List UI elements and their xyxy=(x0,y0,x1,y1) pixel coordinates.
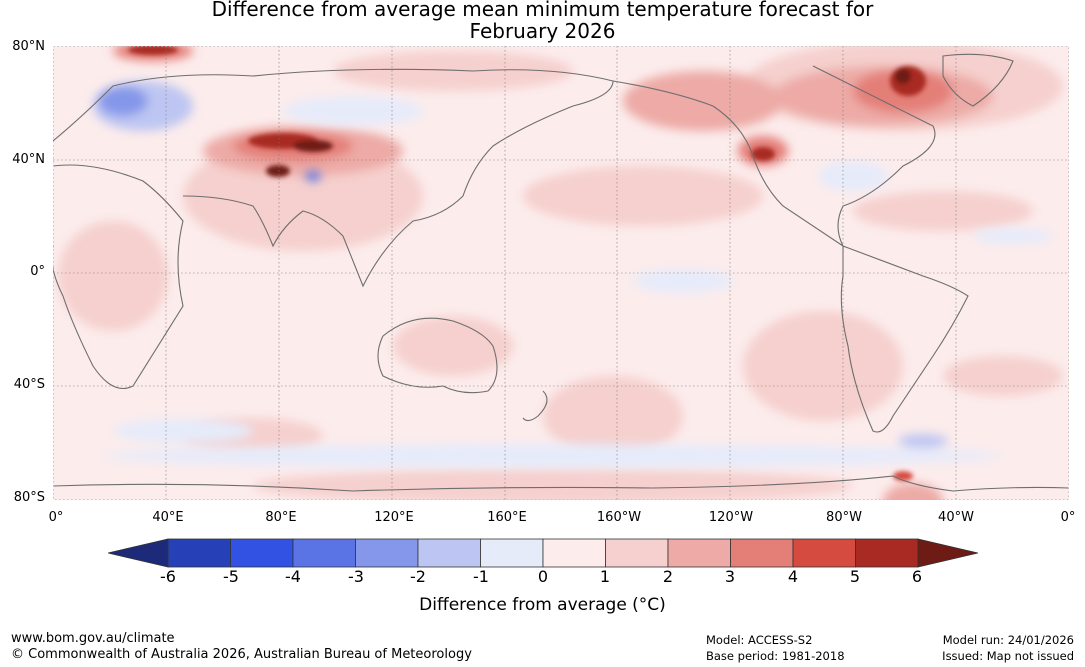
lon-label-80w: 80°W xyxy=(826,510,862,525)
lat-label-40s: 40°S xyxy=(13,377,45,392)
coastlines xyxy=(53,53,1069,492)
coast-australia xyxy=(377,317,498,394)
colorbar-label: Difference from average (°C) xyxy=(419,595,666,615)
lon-label-80e: 80°E xyxy=(265,510,297,525)
colorbar-tick: 2 xyxy=(662,567,674,586)
colorbar-bin xyxy=(542,538,606,568)
colorbar-tick: 1 xyxy=(599,567,611,586)
colorbar-tick: -6 xyxy=(160,567,176,586)
colorbar-bin xyxy=(167,538,231,568)
footer-copyright: © Commonwealth of Australia 2026, Austra… xyxy=(11,647,472,662)
coast-north-america xyxy=(612,65,936,248)
colorbar-tick: 4 xyxy=(787,567,799,586)
coast-africa xyxy=(53,164,184,390)
colorbar-extend-low xyxy=(108,538,169,568)
anomaly-field-negative xyxy=(93,81,1053,468)
footer-website: www.bom.gov.au/climate xyxy=(11,631,175,646)
colorbar-bin xyxy=(792,538,856,568)
colorbar-tick: -2 xyxy=(410,567,426,586)
colorbar-tick: 3 xyxy=(724,567,736,586)
lon-label-120e: 120°E xyxy=(374,510,414,525)
graticule xyxy=(53,46,1069,500)
anomaly-field-strong xyxy=(128,46,926,481)
colorbar-tick: 5 xyxy=(849,567,861,586)
footer-model-run: Model run: 24/01/2026 xyxy=(942,633,1074,647)
anomaly-map xyxy=(53,46,1069,500)
colorbar-bin xyxy=(730,538,794,568)
colorbar-tick: -3 xyxy=(348,567,364,586)
colorbar-bin xyxy=(355,538,419,568)
map-title-line-1: Difference from average mean minimum tem… xyxy=(211,0,874,21)
lon-label-160e: 160°E xyxy=(487,510,527,525)
lon-label-0-right: 0° xyxy=(1060,510,1076,525)
footer-base-period: Base period: 1981-2018 xyxy=(706,649,845,663)
coast-antarctica xyxy=(53,475,1069,492)
coast-greenland xyxy=(942,53,1014,107)
map-title-line-2: February 2026 xyxy=(469,19,616,43)
colorbar-tick: 6 xyxy=(911,567,923,586)
lat-label-80n: 80°N xyxy=(12,39,45,54)
anomaly-field-positive xyxy=(58,46,1063,500)
colorbar-tick: -4 xyxy=(285,567,301,586)
colorbar-tick: -1 xyxy=(473,567,489,586)
lat-label-0: 0° xyxy=(30,264,45,279)
lat-label-80s: 80°S xyxy=(13,490,45,505)
lon-label-120w: 120°W xyxy=(708,510,754,525)
colorbar-bin xyxy=(230,538,294,568)
lon-label-40e: 40°E xyxy=(152,510,184,525)
colorbar-bin xyxy=(605,538,669,568)
coast-south-america xyxy=(840,245,969,433)
colorbar-tick: -5 xyxy=(223,567,239,586)
coast-new-zealand xyxy=(522,390,548,422)
colorbar xyxy=(108,538,978,568)
colorbar-extend-high xyxy=(917,538,978,568)
footer-model: Model: ACCESS-S2 xyxy=(706,633,813,647)
footer-issued: Issued: Map not issued xyxy=(942,649,1074,663)
colorbar-bin xyxy=(480,538,544,568)
colorbar-bin xyxy=(292,538,356,568)
coast-eurasia xyxy=(53,68,614,288)
colorbar-bin xyxy=(855,538,919,568)
lon-label-160w: 160°W xyxy=(596,510,642,525)
colorbar-bin xyxy=(417,538,481,568)
lon-label-0-left: 0° xyxy=(48,510,64,525)
colorbar-bin xyxy=(667,538,731,568)
colorbar-tick: 0 xyxy=(537,567,549,586)
lon-label-40w: 40°W xyxy=(938,510,974,525)
lat-label-40n: 40°N xyxy=(12,152,45,167)
